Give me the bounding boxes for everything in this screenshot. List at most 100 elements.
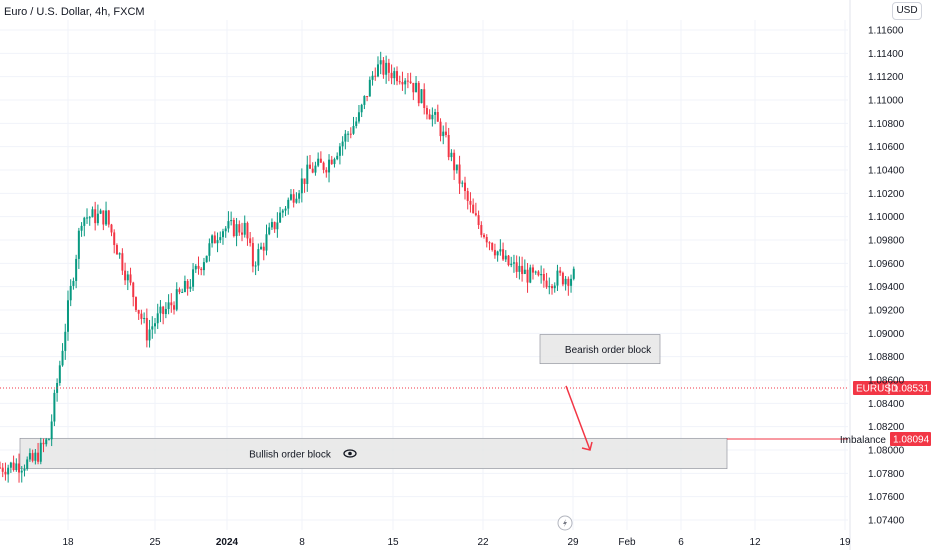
candle-body bbox=[480, 225, 483, 235]
candle bbox=[197, 256, 200, 275]
candle-body bbox=[75, 258, 78, 281]
candle-body bbox=[374, 75, 377, 77]
time-tick-label: 2024 bbox=[216, 537, 239, 548]
candle bbox=[415, 76, 418, 93]
candle-body bbox=[91, 209, 94, 218]
candle-body bbox=[124, 270, 127, 281]
candle-body bbox=[194, 265, 197, 270]
candle bbox=[366, 95, 369, 102]
candle-body bbox=[439, 121, 442, 137]
candle-body bbox=[96, 213, 99, 224]
candle bbox=[56, 378, 59, 402]
candle-body bbox=[295, 198, 298, 203]
candle-body bbox=[72, 280, 75, 286]
price-tick-label: 1.10200 bbox=[868, 189, 905, 200]
candle-body bbox=[287, 199, 290, 209]
candle bbox=[314, 161, 317, 176]
candle bbox=[357, 104, 360, 124]
candle-body bbox=[469, 200, 472, 205]
time-tick-label: 15 bbox=[387, 537, 399, 548]
candle-body bbox=[523, 269, 526, 275]
candle-body bbox=[86, 217, 89, 219]
price-tick-label: 1.07600 bbox=[868, 492, 905, 503]
candle bbox=[322, 161, 325, 174]
time-tick-label: Feb bbox=[618, 537, 636, 548]
candle bbox=[406, 73, 409, 89]
price-tick-label: 1.08000 bbox=[868, 446, 905, 457]
candle-body bbox=[94, 209, 97, 224]
candle-body bbox=[570, 278, 573, 286]
candle-body bbox=[534, 271, 537, 273]
candle bbox=[145, 308, 148, 348]
candle bbox=[23, 464, 26, 477]
candle bbox=[387, 58, 390, 82]
candle-body bbox=[132, 282, 135, 298]
candle bbox=[425, 105, 428, 120]
candle-body bbox=[249, 238, 252, 244]
candle-body bbox=[227, 221, 230, 229]
candle-body bbox=[572, 268, 575, 279]
candle-body bbox=[270, 222, 273, 228]
candle-body bbox=[311, 168, 314, 173]
candle bbox=[110, 223, 113, 237]
candle bbox=[292, 189, 295, 208]
candle bbox=[496, 250, 499, 262]
candle-body bbox=[390, 72, 393, 79]
candle bbox=[12, 455, 15, 472]
eye-icon[interactable] bbox=[343, 449, 357, 458]
candle bbox=[175, 282, 178, 312]
candle-body bbox=[300, 178, 303, 194]
lightning-icon[interactable] bbox=[557, 515, 573, 531]
price-tick-label: 1.11000 bbox=[868, 96, 904, 107]
currency-button[interactable]: USD bbox=[892, 2, 922, 20]
candle-body bbox=[325, 169, 328, 173]
candle bbox=[249, 232, 252, 247]
candle bbox=[28, 448, 31, 462]
candle bbox=[154, 318, 156, 334]
candle bbox=[412, 82, 415, 101]
candle-body bbox=[393, 71, 396, 79]
candle-body bbox=[472, 204, 475, 214]
candle-body bbox=[425, 108, 428, 115]
price-tick-label: 1.09200 bbox=[868, 306, 905, 317]
candle bbox=[428, 109, 431, 120]
time-tick-label: 19 bbox=[839, 537, 851, 548]
candle-body bbox=[178, 289, 181, 293]
candle-body bbox=[357, 112, 360, 122]
price-tick-label: 1.09400 bbox=[868, 282, 905, 293]
candle-body bbox=[238, 224, 241, 233]
candle bbox=[181, 288, 184, 293]
candle-body bbox=[289, 194, 292, 200]
candle bbox=[311, 162, 314, 174]
candle bbox=[390, 64, 393, 85]
candle-body bbox=[447, 135, 450, 158]
candle bbox=[200, 267, 203, 276]
candle-body bbox=[551, 286, 554, 289]
eye-pupil bbox=[348, 451, 352, 456]
candle-body bbox=[363, 95, 366, 105]
candle bbox=[281, 208, 284, 218]
candle bbox=[488, 241, 491, 251]
candle bbox=[556, 264, 559, 292]
bullish-block-label: Bullish order block bbox=[249, 450, 332, 461]
candle-body bbox=[322, 162, 325, 170]
candle bbox=[37, 442, 40, 465]
candle bbox=[15, 458, 18, 472]
bearish-block-label: Bearish order block bbox=[565, 345, 652, 356]
candle bbox=[300, 168, 303, 203]
candles bbox=[0, 51, 575, 483]
candle bbox=[439, 118, 442, 142]
candle-body bbox=[208, 243, 211, 256]
candle bbox=[344, 129, 347, 150]
candle bbox=[265, 224, 268, 256]
price-tick-label: 1.09800 bbox=[868, 236, 905, 247]
candle-body bbox=[197, 265, 200, 269]
candle-body bbox=[488, 242, 491, 244]
candle bbox=[91, 206, 94, 218]
candle-body bbox=[107, 210, 110, 225]
price-tick-label: 1.07800 bbox=[868, 469, 905, 480]
candle-body bbox=[47, 439, 50, 441]
candle bbox=[561, 271, 564, 287]
candle bbox=[18, 453, 21, 483]
